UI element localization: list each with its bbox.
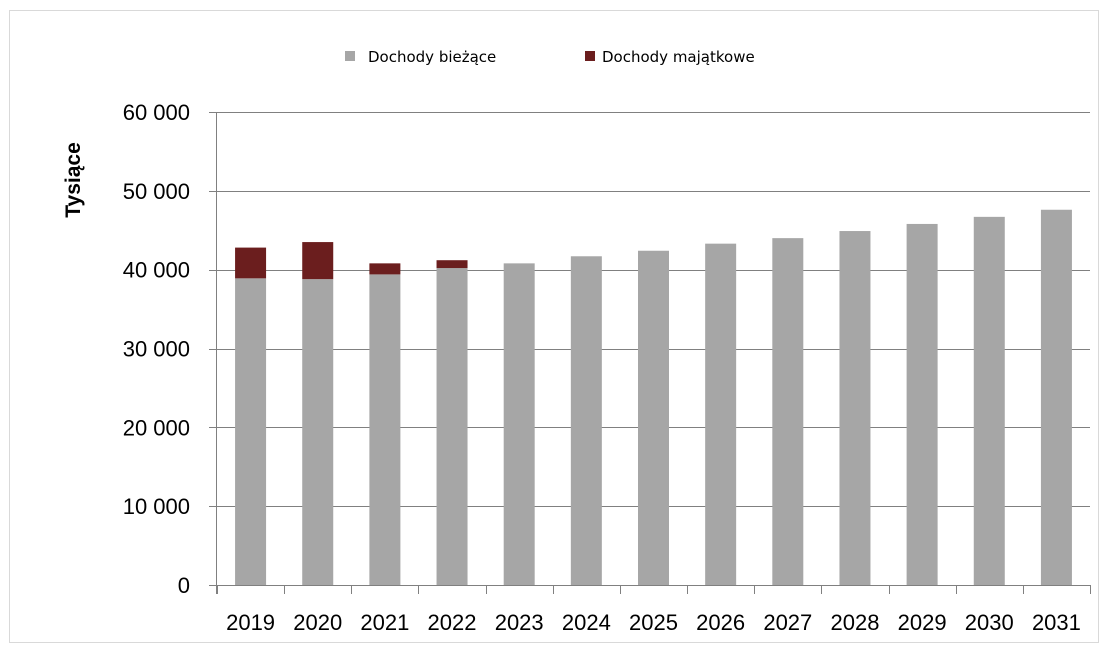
x-tick-label: 2020 [293, 610, 342, 635]
bars [235, 209, 1072, 585]
y-tick-label: 60 000 [123, 100, 190, 125]
x-tick-label: 2022 [428, 610, 477, 635]
bar-dochody-biezace-2022 [436, 268, 468, 585]
bar-dochody-majatkowe-2021 [369, 263, 401, 275]
y-tick-label: 20 000 [123, 415, 190, 440]
bar-dochody-majatkowe-2019 [235, 247, 267, 279]
y-tick-label: 10 000 [123, 494, 190, 519]
bar-dochody-majatkowe-2020 [302, 242, 334, 280]
x-tick-label: 2021 [360, 610, 409, 635]
legend-swatch-dochody-majatkowe [585, 51, 595, 61]
bar-dochody-biezace-2028 [839, 231, 871, 585]
x-tick-label: 2030 [965, 610, 1014, 635]
x-tick-label: 2025 [629, 610, 678, 635]
y-tick-label: 50 000 [123, 179, 190, 204]
x-tick-label: 2026 [696, 610, 745, 635]
x-tick-label: 2028 [830, 610, 879, 635]
bar-dochody-biezace-2019 [235, 278, 267, 585]
bar-dochody-biezace-2029 [906, 223, 938, 585]
y-tick-label: 0 [178, 573, 190, 598]
x-tick-label: 2024 [562, 610, 611, 635]
x-tick-label: 2023 [495, 610, 544, 635]
x-tick-label: 2027 [763, 610, 812, 635]
legend: Dochody bieżące Dochody majątkowe [345, 48, 755, 66]
y-tick-labels: 0 10 000 20 000 30 000 40 000 50 000 60 000 [123, 100, 190, 598]
bar-dochody-biezace-2023 [503, 263, 535, 585]
legend-label-dochody-biezace: Dochody bieżące [368, 48, 496, 66]
y-tick-label: 40 000 [123, 258, 190, 283]
legend-swatch-dochody-biezace [345, 51, 355, 61]
bar-dochody-majatkowe-2022 [436, 260, 468, 269]
bar-dochody-biezace-2026 [705, 243, 737, 585]
bar-dochody-biezace-2027 [772, 238, 804, 585]
x-tick-label: 2019 [226, 610, 275, 635]
x-tick-label: 2029 [898, 610, 947, 635]
bar-dochody-biezace-2025 [638, 250, 669, 585]
bar-dochody-biezace-2021 [369, 274, 401, 585]
bar-dochody-biezace-2030 [973, 216, 1005, 585]
bar-dochody-biezace-2024 [570, 256, 602, 585]
x-tick-label: 2031 [1032, 610, 1081, 635]
chart-frame [9, 10, 1099, 643]
legend-label-dochody-majatkowe: Dochody majątkowe [602, 48, 755, 66]
y-axis-title: Tysiące [62, 142, 85, 218]
gridlines [217, 112, 1090, 507]
axes [209, 112, 1091, 594]
x-tick-labels: 2019 2020 2021 2022 2023 2024 2025 2026 2027 2028… [226, 610, 1081, 635]
bar-dochody-biezace-2031 [1040, 209, 1072, 585]
bar-dochody-biezace-2020 [302, 279, 334, 585]
y-tick-label: 30 000 [123, 337, 190, 362]
